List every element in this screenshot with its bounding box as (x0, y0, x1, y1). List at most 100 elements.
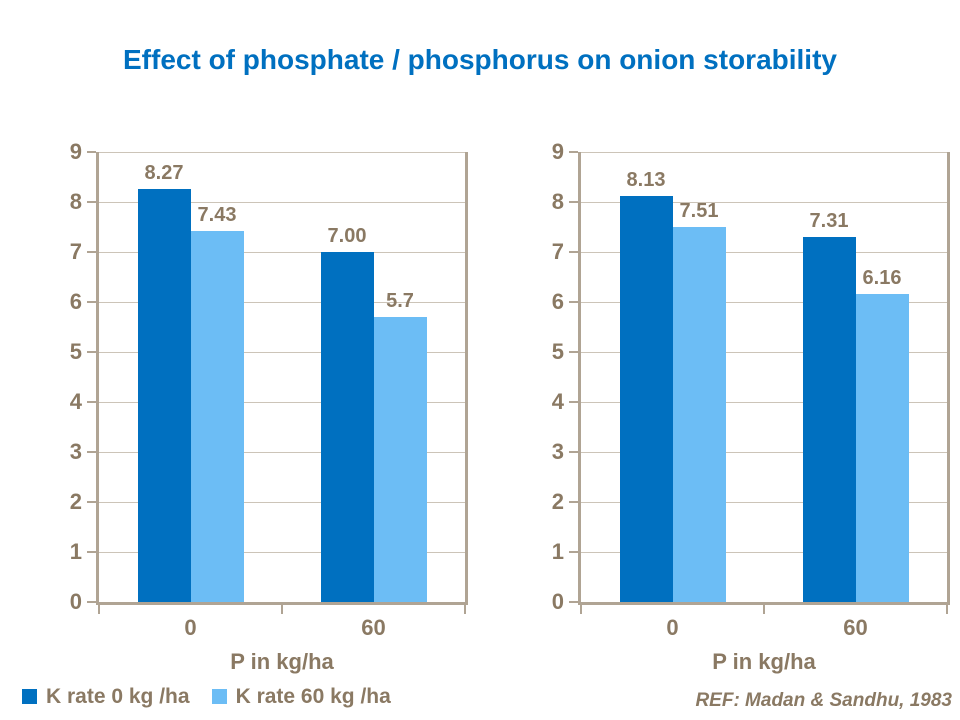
x-axis-tick (464, 605, 466, 614)
x-axis-tick (580, 605, 582, 614)
y-axis-tick (569, 401, 578, 404)
x-category-label: 0 (184, 615, 197, 640)
legend: K rate 0 kg /ha K rate 60 kg /ha (22, 686, 391, 707)
legend-item-k-rate-60: K rate 60 kg /ha (211, 685, 391, 708)
bar-k-rate-60-p-60: 5.7 (373, 291, 427, 602)
x-category-label: 0 (666, 615, 679, 640)
y-axis-tick (87, 201, 96, 204)
x-axis-tick (281, 605, 283, 614)
x-category-label: 60 (843, 615, 868, 640)
y-axis-tick-label: 1 (551, 539, 564, 564)
gridline (581, 452, 947, 454)
y-axis-tick-label: 3 (69, 439, 82, 465)
left-chart-plot-area: 8.27 7.43 0 7.00 5.7 60 (87, 151, 468, 639)
bar-k-rate-0-p-60: 7.00 (320, 226, 374, 602)
gridline (581, 552, 947, 554)
gridline (581, 502, 947, 504)
y-axis-tick-label: 4 (69, 389, 82, 414)
y-axis-tick-label: 6 (69, 289, 82, 315)
x-category-label: 60 (361, 615, 386, 640)
right-chart-plot-area: 8.13 7.51 0 7.31 6.16 60 (569, 151, 950, 639)
y-axis-tick (87, 401, 96, 404)
y-axis-tick-label: 8 (69, 189, 82, 214)
bar-k-rate-60-p-0: 7.43 (190, 205, 244, 602)
bar-k-rate-0-p-0: 8.13 (619, 170, 673, 602)
bar-value-label: 7.51 (679, 199, 719, 222)
y-axis-tick (87, 251, 96, 253)
right-chart: 0 1 2 3 4 5 6 7 8 9 8.13 7.51 0 7.31 6.16 60 P in kg/h… (502, 141, 960, 682)
right-chart-y-axis-labels: 0 1 2 3 4 5 6 7 8 9 (502, 141, 564, 613)
reference-note: REF: Madan & Sandhu, 1983 (695, 690, 952, 711)
page-title: Effect of phosphate / phosphorus on onio… (123, 44, 837, 75)
y-axis-tick-label: 6 (551, 289, 564, 315)
x-axis-tick (98, 605, 100, 614)
y-axis-tick (569, 251, 578, 253)
y-axis-tick-label: 3 (551, 439, 564, 465)
x-axis-tick (763, 605, 765, 614)
bar-value-label: 5.7 (386, 290, 414, 312)
gridline (99, 452, 465, 454)
y-axis-tick-label: 4 (551, 389, 564, 414)
bar-value-label: 7.00 (327, 225, 367, 247)
gridline (99, 202, 465, 204)
y-axis-tick (569, 351, 578, 353)
gridline (581, 202, 947, 204)
y-axis-tick (87, 501, 96, 504)
y-axis-tick (87, 301, 96, 304)
bar-k-rate-0-p-60: 7.31 (802, 211, 856, 602)
y-axis-tick (569, 501, 578, 504)
left-chart: 0 1 2 3 4 5 6 7 8 9 8.27 7.43 0 7.00 5.7 60 P in kg/ha (20, 141, 480, 682)
y-axis-tick (569, 451, 578, 454)
bar-value-label: 6.16 (862, 267, 902, 289)
bar-value-label: 8.13 (626, 168, 666, 191)
legend-label-k-rate-60: K rate 60 kg /ha (235, 685, 391, 708)
gridline (99, 152, 465, 153)
y-axis-tick (87, 351, 96, 353)
y-axis-tick-label: 8 (551, 189, 564, 214)
gridline (581, 402, 947, 404)
y-axis-tick-label: 9 (69, 139, 82, 164)
y-axis-tick (87, 451, 96, 454)
left-chart-y-axis-labels: 0 1 2 3 4 5 6 7 8 9 (20, 141, 82, 613)
legend-item-k-rate-0: K rate 0 kg /ha (22, 686, 190, 707)
gridline (99, 552, 465, 554)
left-chart-x-axis-title: P in kg/ha (230, 649, 334, 674)
bar-k-rate-0-p-0: 8.27 (137, 163, 191, 602)
gridline (99, 352, 465, 353)
y-axis-tick (569, 301, 578, 304)
y-axis-tick (87, 151, 96, 153)
gridline (99, 252, 465, 253)
y-axis-tick (569, 601, 578, 603)
bar-k-rate-60-p-0: 7.51 (672, 201, 726, 602)
y-axis-tick-label: 9 (551, 139, 564, 164)
gridline (99, 502, 465, 504)
right-chart-x-axis-title: P in kg/ha (712, 649, 816, 674)
gridline (581, 152, 947, 153)
y-axis-tick-label: 1 (69, 539, 82, 564)
y-axis-tick-label: 2 (69, 489, 82, 514)
y-axis-tick (87, 551, 96, 554)
legend-swatch-k-rate-0 (22, 689, 37, 704)
bar-value-label: 8.27 (144, 161, 184, 184)
x-axis-tick (946, 605, 948, 614)
bar-value-label: 7.43 (197, 203, 237, 226)
y-axis-tick (569, 151, 578, 153)
y-axis-tick-label: 0 (551, 589, 564, 614)
y-axis-tick (569, 201, 578, 204)
bar-value-label: 7.31 (809, 209, 849, 232)
y-axis-tick (569, 551, 578, 554)
gridline (581, 252, 947, 253)
gridline (99, 302, 465, 304)
y-axis-tick-label: 7 (551, 239, 564, 264)
y-axis-tick (87, 601, 96, 603)
legend-swatch-k-rate-60 (211, 689, 227, 704)
y-axis-tick-label: 2 (551, 489, 564, 514)
y-axis-tick-label: 0 (69, 589, 82, 614)
gridline (99, 402, 465, 404)
gridline (581, 302, 947, 304)
y-axis-tick-label: 5 (551, 339, 564, 364)
bar-k-rate-60-p-60: 6.16 (855, 268, 909, 602)
y-axis-tick-label: 7 (69, 239, 82, 264)
y-axis-tick-label: 5 (69, 339, 82, 364)
